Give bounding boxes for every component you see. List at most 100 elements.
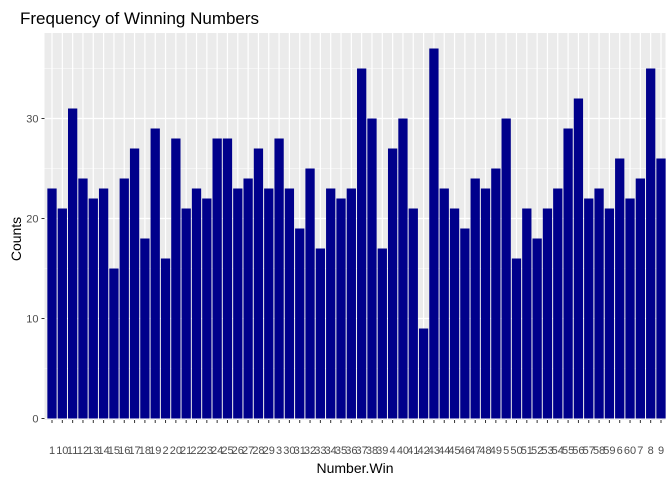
x-tick-label: 12	[77, 445, 89, 457]
x-tick-label: 30	[283, 445, 295, 457]
bar	[511, 258, 522, 419]
y-tick-label: 20	[26, 214, 38, 226]
bar	[542, 208, 553, 419]
x-tick-label: 48	[479, 445, 491, 457]
bar	[573, 98, 584, 419]
bar	[532, 238, 542, 419]
x-tick-label: 3	[276, 445, 282, 457]
bars	[47, 48, 666, 419]
bar	[274, 138, 284, 419]
x-tick-label: 58	[593, 445, 605, 457]
bar	[222, 138, 233, 419]
x-tick-label: 21	[180, 445, 192, 457]
bar	[470, 178, 480, 419]
bar	[129, 148, 140, 419]
x-tick-label: 57	[583, 445, 595, 457]
x-tick-label: 47	[469, 445, 481, 457]
bar	[264, 188, 274, 419]
bar	[88, 198, 98, 419]
x-tick-label: 59	[603, 445, 615, 457]
bar	[501, 118, 511, 419]
x-tick-label: 44	[438, 445, 450, 457]
x-tick-label: 36	[345, 445, 357, 457]
chart-title: Frequency of Winning Numbers	[20, 9, 259, 28]
bar	[460, 228, 470, 419]
x-tick-label: 31	[294, 445, 306, 457]
bar	[326, 188, 336, 419]
bar	[336, 198, 346, 419]
x-tick-label: 19	[149, 445, 161, 457]
bar	[67, 108, 78, 419]
x-axis-title: Number.Win	[316, 460, 393, 476]
x-tick-label: 22	[190, 445, 202, 457]
bar	[191, 188, 202, 419]
x-tick-label: 35	[335, 445, 347, 457]
x-tick-label: 1	[49, 445, 55, 457]
y-axis-title: Counts	[8, 217, 24, 261]
x-tick-label: 10	[56, 445, 68, 457]
x-tick-label: 13	[87, 445, 99, 457]
x-tick-label: 16	[118, 445, 130, 457]
x-tick-label: 39	[376, 445, 388, 457]
x-tick-label: 18	[139, 445, 151, 457]
bar	[253, 148, 264, 419]
x-tick-label: 23	[201, 445, 213, 457]
bar	[656, 158, 666, 419]
bar	[429, 48, 439, 419]
bar	[449, 208, 460, 419]
x-tick-label: 9	[658, 445, 664, 457]
bar	[408, 208, 418, 419]
x-tick-label: 2	[162, 445, 168, 457]
bar	[98, 188, 109, 419]
x-tick-label: 15	[108, 445, 120, 457]
x-tick-label: 4	[390, 445, 396, 457]
bar	[78, 178, 88, 419]
x-tick-label: 52	[531, 445, 543, 457]
x-tick-label: 40	[397, 445, 409, 457]
x-tick-label: 50	[510, 445, 522, 457]
bar	[284, 188, 295, 419]
x-tick-label: 32	[304, 445, 316, 457]
x-tick-label: 20	[170, 445, 182, 457]
bar	[346, 188, 356, 419]
x-tick-label: 11	[67, 445, 78, 457]
bar	[553, 188, 563, 419]
x-tick-label: 14	[97, 445, 109, 457]
y-tick-label: 10	[26, 314, 38, 326]
bar	[357, 68, 367, 419]
x-tick-label: 34	[325, 445, 337, 457]
bar	[150, 128, 160, 419]
x-tick-label: 55	[562, 445, 574, 457]
x-tick-label: 26	[232, 445, 244, 457]
bar	[47, 188, 57, 419]
bar	[584, 198, 594, 419]
bar	[171, 138, 181, 419]
x-tick-label: 45	[448, 445, 460, 457]
bar	[418, 328, 429, 419]
bar	[604, 208, 615, 419]
x-tick-label: 17	[128, 445, 140, 457]
x-tick-label: 27	[242, 445, 254, 457]
bar	[57, 208, 67, 419]
bar	[160, 258, 171, 419]
bar	[140, 238, 150, 419]
bar	[646, 68, 656, 419]
x-tick-label: 41	[407, 445, 419, 457]
x-tick-label: 46	[459, 445, 471, 457]
bar	[491, 168, 501, 419]
bar	[398, 118, 408, 419]
x-tick-label: 49	[490, 445, 502, 457]
x-tick-label: 42	[417, 445, 429, 457]
x-tick-label: 5	[503, 445, 509, 457]
y-tick-label: 0	[32, 414, 38, 426]
x-tick-label: 60	[624, 445, 636, 457]
bar	[295, 228, 305, 419]
x-tick-label: 8	[648, 445, 654, 457]
bar	[181, 208, 191, 419]
bar	[367, 118, 377, 419]
bar	[119, 178, 129, 419]
x-tick-label: 37	[356, 445, 368, 457]
x-tick-label: 24	[211, 445, 223, 457]
